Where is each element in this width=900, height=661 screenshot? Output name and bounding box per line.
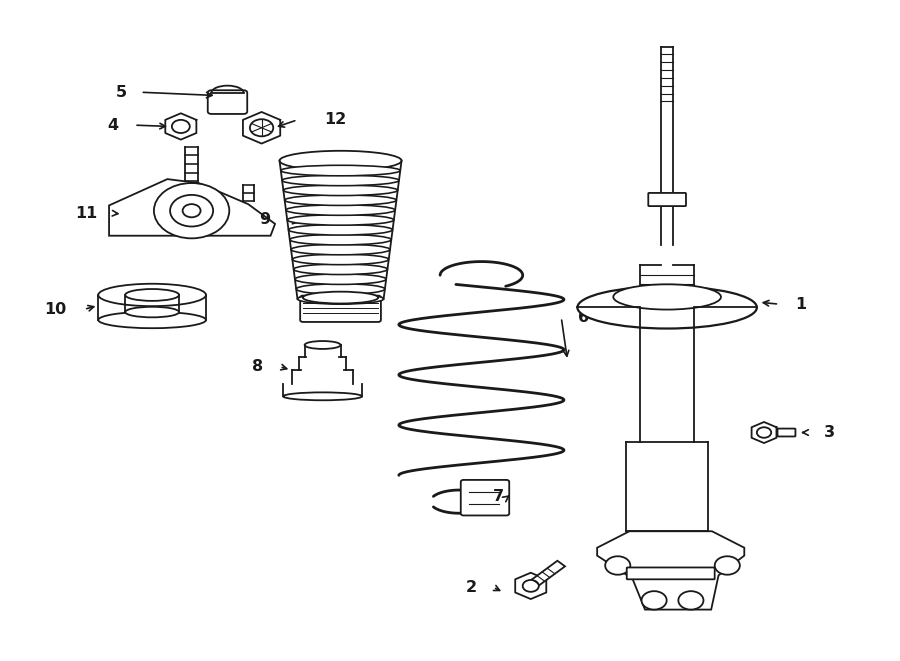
Ellipse shape — [284, 185, 398, 196]
Circle shape — [679, 591, 704, 609]
Ellipse shape — [287, 215, 394, 225]
Polygon shape — [515, 572, 546, 599]
Polygon shape — [166, 113, 196, 139]
Ellipse shape — [291, 245, 390, 254]
Ellipse shape — [282, 175, 399, 186]
Text: 7: 7 — [493, 489, 504, 504]
Ellipse shape — [304, 341, 340, 349]
Ellipse shape — [292, 254, 389, 264]
FancyBboxPatch shape — [626, 567, 715, 579]
Text: 11: 11 — [75, 206, 97, 221]
Text: 2: 2 — [466, 580, 477, 595]
Ellipse shape — [290, 235, 392, 245]
Polygon shape — [243, 112, 280, 143]
Text: 1: 1 — [796, 297, 806, 312]
Ellipse shape — [281, 165, 400, 176]
Ellipse shape — [298, 293, 383, 304]
Ellipse shape — [125, 307, 179, 317]
Circle shape — [250, 119, 274, 136]
Circle shape — [183, 204, 201, 217]
FancyBboxPatch shape — [778, 428, 796, 436]
Polygon shape — [109, 179, 275, 236]
Polygon shape — [526, 561, 565, 589]
Ellipse shape — [98, 284, 206, 306]
Ellipse shape — [303, 292, 378, 303]
Circle shape — [172, 120, 190, 133]
Ellipse shape — [293, 264, 388, 274]
Ellipse shape — [295, 274, 386, 284]
Ellipse shape — [280, 151, 401, 171]
Text: 9: 9 — [259, 212, 271, 227]
Text: 12: 12 — [324, 112, 346, 128]
Circle shape — [523, 580, 539, 592]
Text: 10: 10 — [45, 302, 67, 317]
Polygon shape — [597, 531, 744, 609]
Text: 4: 4 — [107, 118, 118, 133]
Circle shape — [170, 195, 213, 227]
FancyBboxPatch shape — [648, 193, 686, 206]
Circle shape — [154, 183, 230, 239]
Ellipse shape — [296, 284, 385, 294]
FancyBboxPatch shape — [461, 480, 509, 516]
Ellipse shape — [289, 225, 392, 235]
Text: 8: 8 — [252, 359, 264, 374]
Ellipse shape — [284, 393, 362, 401]
Ellipse shape — [613, 284, 721, 309]
Text: 3: 3 — [824, 425, 835, 440]
Circle shape — [605, 557, 630, 574]
Ellipse shape — [125, 289, 179, 301]
Polygon shape — [752, 422, 777, 443]
Circle shape — [715, 557, 740, 574]
Ellipse shape — [98, 312, 206, 329]
FancyBboxPatch shape — [301, 295, 381, 322]
Circle shape — [757, 427, 771, 438]
FancyBboxPatch shape — [208, 91, 248, 114]
Ellipse shape — [284, 195, 396, 206]
Circle shape — [642, 591, 667, 609]
Text: 6: 6 — [579, 310, 590, 325]
Text: 5: 5 — [116, 85, 127, 100]
Ellipse shape — [286, 205, 395, 215]
Ellipse shape — [578, 286, 757, 329]
